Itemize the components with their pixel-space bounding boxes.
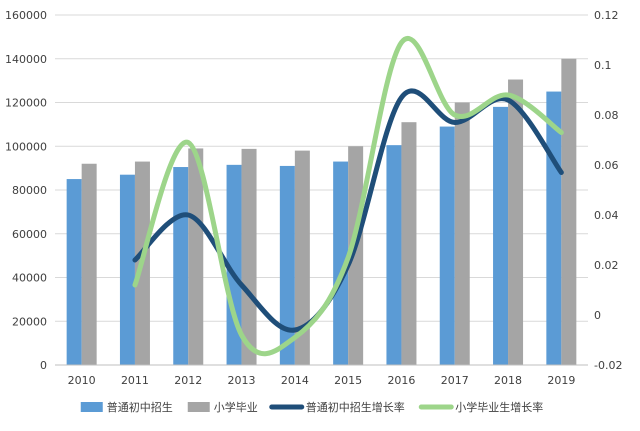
bar <box>546 91 562 365</box>
bars <box>66 58 577 365</box>
right-tick-label: 0.08 <box>594 109 619 122</box>
bar <box>241 148 257 365</box>
bar <box>66 179 82 365</box>
bar <box>188 148 204 365</box>
right-tick-label: 0.12 <box>594 9 619 22</box>
left-tick-label: 0 <box>40 359 47 372</box>
x-tick-label: 2017 <box>441 374 469 387</box>
bar <box>333 161 349 365</box>
right-axis-ticks: -0.02 0 0.02 0.04 0.06 0.08 0.1 0.12 <box>594 9 622 372</box>
x-tick-label: 2018 <box>494 374 522 387</box>
bar <box>294 150 310 365</box>
x-tick-label: 2015 <box>334 374 362 387</box>
left-tick-label: 160000 <box>5 9 47 22</box>
series-line <box>132 36 564 357</box>
bar <box>439 126 455 365</box>
left-tick-label: 80000 <box>12 184 47 197</box>
x-tick-label: 2014 <box>281 374 309 387</box>
left-axis-ticks: 0 20000 40000 60000 80000 100000 120000 140000 1… <box>5 9 47 372</box>
legend-label: 小学毕业 <box>214 400 258 414</box>
bar <box>81 163 97 365</box>
x-tick-label: 2010 <box>68 374 96 387</box>
x-axis-ticks: 2010 2011 2012 2013 2014 2015 2016 2017 2018 2019 <box>68 374 576 387</box>
legend-label: 普通初中招生增长率 <box>306 400 405 414</box>
left-tick-label: 40000 <box>12 272 47 285</box>
right-tick-label: 0.06 <box>594 159 619 172</box>
series-lines <box>132 36 564 357</box>
x-tick-label: 2019 <box>547 374 575 387</box>
bar <box>401 122 417 365</box>
legend: 普通初中招生 小学毕业 普通初中招生增长率 小学毕业生增长率 <box>80 400 543 414</box>
bar <box>454 102 470 365</box>
right-tick-label: 0.04 <box>594 209 619 222</box>
left-tick-label: 60000 <box>12 228 47 241</box>
right-tick-label: 0 <box>594 309 601 322</box>
legend-swatch <box>80 402 103 412</box>
bar <box>279 165 295 365</box>
bar <box>348 146 364 365</box>
right-tick-label: 0.1 <box>594 59 612 72</box>
x-tick-label: 2016 <box>387 374 415 387</box>
legend-swatch <box>187 402 210 412</box>
left-tick-label: 140000 <box>5 53 47 66</box>
x-tick-label: 2012 <box>174 374 202 387</box>
legend-label: 普通初中招生 <box>107 400 173 414</box>
x-tick-label: 2013 <box>228 374 256 387</box>
bar <box>561 58 577 365</box>
bar <box>119 174 135 365</box>
bar <box>173 167 189 365</box>
x-tick-label: 2011 <box>121 374 149 387</box>
bar <box>508 79 524 365</box>
legend-label: 小学毕业生增长率 <box>455 400 543 414</box>
bar <box>226 164 242 365</box>
bar <box>493 106 509 365</box>
bar <box>386 145 402 365</box>
left-tick-label: 100000 <box>5 140 47 153</box>
left-tick-label: 120000 <box>5 97 47 110</box>
right-tick-label: -0.02 <box>594 359 622 372</box>
left-tick-label: 20000 <box>12 315 47 328</box>
right-tick-label: 0.02 <box>594 259 619 272</box>
